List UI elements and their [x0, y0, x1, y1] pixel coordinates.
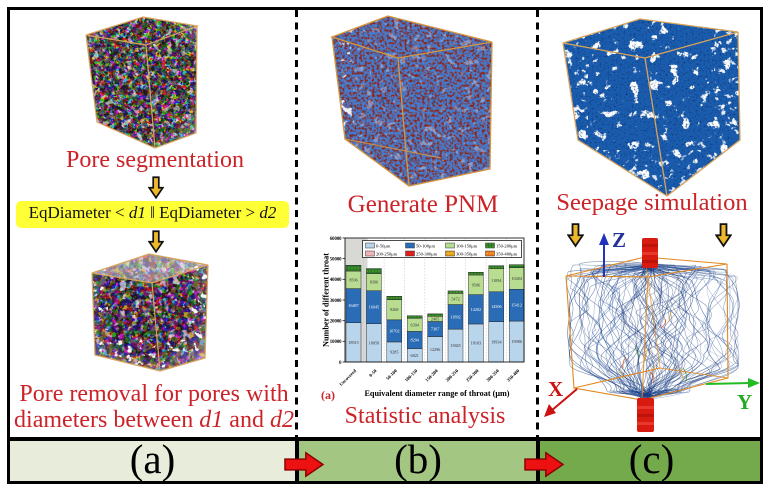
svg-text:30000: 30000 — [330, 299, 342, 304]
svg-text:40000: 40000 — [330, 278, 342, 283]
svg-text:14506: 14506 — [491, 304, 501, 309]
svg-text:5472: 5472 — [451, 297, 459, 302]
svg-text:7307: 7307 — [431, 327, 439, 332]
svg-text:20000: 20000 — [330, 320, 342, 325]
svg-text:350-400μm: 350-400μm — [496, 252, 518, 257]
svg-text:X: X — [548, 377, 563, 401]
svg-text:150-200μm: 150-200μm — [496, 244, 518, 249]
svg-text:(a): (a) — [321, 388, 335, 402]
svg-text:200-250μm: 200-250μm — [376, 252, 398, 257]
svg-text:11094: 11094 — [491, 278, 502, 283]
svg-text:19986: 19986 — [511, 339, 521, 344]
svg-text:16045: 16045 — [369, 305, 379, 310]
svg-text:0-50: 0-50 — [369, 368, 379, 378]
svg-text:14202: 14202 — [471, 307, 481, 312]
svg-text:18058: 18058 — [369, 340, 379, 345]
svg-text:Number of different throat: Number of different throat — [322, 253, 331, 347]
svg-text:10404: 10404 — [511, 276, 522, 281]
svg-text:0-50μm: 0-50μm — [376, 244, 391, 249]
svg-text:60000: 60000 — [330, 237, 342, 242]
svg-text:Z: Z — [612, 228, 626, 252]
svg-text:18915: 18915 — [348, 340, 358, 345]
svg-text:50000: 50000 — [330, 257, 342, 262]
svg-text:10702: 10702 — [389, 328, 399, 333]
svg-text:6394: 6394 — [411, 322, 420, 327]
svg-text:Equivalent diameter range of t: Equivalent diameter range of throat (μm) — [364, 389, 509, 398]
svg-text:9268: 9268 — [390, 307, 398, 312]
svg-text:18103: 18103 — [471, 341, 481, 346]
svg-text:Y: Y — [737, 390, 752, 414]
svg-text:9506: 9506 — [472, 282, 480, 287]
svg-text:11892: 11892 — [450, 314, 460, 319]
svg-text:6821: 6821 — [411, 353, 419, 358]
svg-text:8396: 8396 — [370, 280, 378, 285]
svg-text:100-150μm: 100-150μm — [456, 244, 478, 249]
svg-text:2405: 2405 — [431, 316, 439, 321]
svg-text:12296: 12296 — [430, 347, 440, 352]
svg-text:19934: 19934 — [491, 339, 502, 344]
svg-text:8596: 8596 — [349, 277, 357, 282]
svg-text:15845: 15845 — [450, 343, 460, 348]
svg-text:16487: 16487 — [348, 303, 358, 308]
svg-text:10000: 10000 — [330, 340, 342, 345]
svg-text:0: 0 — [339, 361, 342, 366]
svg-text:8294: 8294 — [411, 338, 420, 343]
svg-text:50-100μm: 50-100μm — [416, 244, 435, 249]
svg-text:15412: 15412 — [511, 303, 521, 308]
svg-text:9285: 9285 — [390, 350, 398, 355]
svg-text:250-300μm: 250-300μm — [416, 252, 438, 257]
svg-text:300-350μm: 300-350μm — [456, 252, 478, 257]
